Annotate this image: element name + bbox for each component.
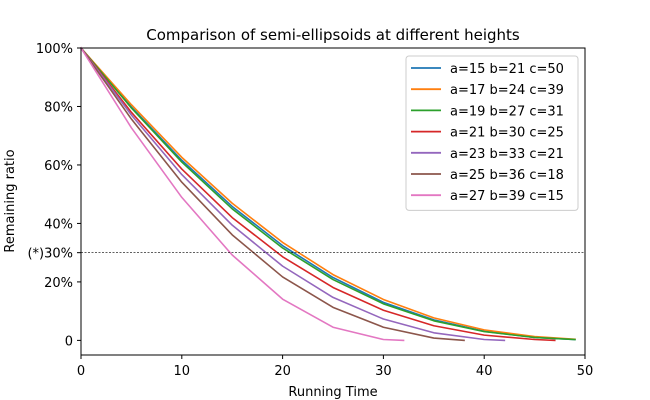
legend-box: [405, 55, 579, 211]
y-tick-label: 40%: [44, 217, 73, 232]
chart-title: Comparison of semi-ellipsoids at differe…: [146, 26, 520, 44]
x-tick-label: 20: [274, 364, 291, 379]
y-tick-label: 100%: [36, 42, 73, 57]
legend-label-7: a=27 b=39 c=15: [450, 189, 564, 204]
series-line-5: [79, 46, 506, 342]
legend-label-2: a=17 b=24 c=39: [450, 83, 564, 98]
y-tick-label: 60%: [44, 159, 73, 174]
x-axis-label: Running Time: [288, 385, 377, 400]
series-layer: [79, 46, 576, 342]
y-tick-label: (*)30%: [27, 247, 73, 262]
y-axis: 0 20% (*)30% 40% 60% 80% 100%: [27, 42, 81, 349]
x-tick-label: 50: [577, 364, 594, 379]
legend-label-5: a=23 b=33 c=21: [450, 147, 564, 162]
legend-label-6: a=25 b=36 c=18: [450, 168, 564, 183]
legend-label-4: a=21 b=30 c=25: [450, 126, 564, 141]
legend: a=15 b=21 c=50 a=17 b=24 c=39 a=19 b=27 c=…: [405, 55, 579, 211]
series-line-6: [79, 46, 465, 342]
plot-area-frame: [80, 47, 586, 356]
x-axis: 0 10 20 30 40 50: [77, 355, 593, 379]
x-tick-label: 40: [476, 364, 493, 379]
x-tick-label: 0: [77, 364, 85, 379]
series-line-3: [79, 46, 576, 341]
y-tick-label: 0: [65, 334, 73, 349]
series-line-2: [79, 46, 576, 341]
series-line-7: [79, 46, 405, 342]
x-tick-label: 10: [174, 364, 191, 379]
series-line-4: [79, 46, 556, 342]
x-tick-label: 30: [375, 364, 392, 379]
legend-label-3: a=19 b=27 c=31: [450, 104, 564, 119]
legend-label-1: a=15 b=21 c=50: [450, 62, 564, 77]
y-tick-label: 20%: [44, 276, 73, 291]
y-axis-label: Remaining ratio: [3, 149, 18, 252]
y-tick-label: 80%: [44, 100, 73, 115]
